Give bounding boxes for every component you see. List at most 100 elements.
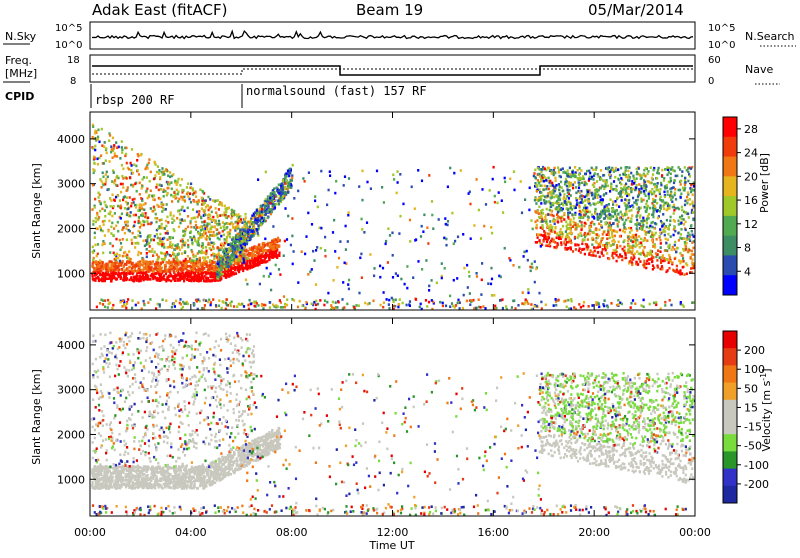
data-cell (628, 210, 630, 213)
data-cell (193, 192, 195, 195)
data-cell (647, 173, 649, 176)
data-cell (654, 246, 656, 249)
data-cell (176, 256, 178, 259)
data-cell (650, 250, 652, 253)
data-cell (628, 202, 630, 205)
data-cell (161, 240, 163, 243)
data-cell (160, 203, 162, 206)
data-cell (637, 211, 639, 214)
data-cell (679, 189, 681, 192)
data-cell (574, 236, 576, 239)
data-cell (651, 177, 653, 180)
data-cell (655, 252, 657, 255)
data-cell (163, 246, 165, 249)
data-cell (158, 225, 160, 228)
data-cell (629, 260, 631, 263)
data-cell (213, 255, 215, 258)
data-cell (628, 227, 630, 230)
data-cell (278, 184, 280, 187)
data-cell (179, 222, 181, 225)
data-cell (681, 254, 683, 257)
data-cell (584, 253, 586, 256)
data-cell (220, 235, 222, 238)
data-cell (235, 255, 237, 258)
data-cell (97, 192, 99, 195)
data-cell (282, 196, 284, 199)
data-cell (602, 199, 604, 202)
data-cell (238, 242, 240, 245)
data-cell (672, 206, 674, 209)
data-cell (92, 246, 94, 249)
data-cell (210, 227, 212, 230)
data-cell (613, 180, 615, 183)
data-cell (200, 216, 202, 219)
data-cell (165, 232, 167, 235)
data-cell (523, 255, 525, 258)
data-cell (659, 239, 661, 242)
data-cell (119, 199, 121, 202)
data-cell (206, 224, 208, 227)
data-cell (596, 188, 598, 191)
data-cell (615, 188, 617, 191)
data-cell (116, 253, 118, 256)
data-cell (178, 198, 180, 201)
data-cell (575, 197, 577, 200)
data-cell (678, 239, 680, 242)
data-cell (205, 250, 207, 253)
data-cell (602, 244, 604, 247)
data-cell (605, 192, 607, 195)
data-cell (112, 194, 114, 197)
data-cell (490, 226, 492, 229)
data-cell (396, 170, 398, 173)
data-cell (94, 279, 96, 282)
data-cell (120, 183, 122, 186)
data-cell (565, 230, 567, 233)
data-cell (274, 241, 276, 244)
data-cell (206, 228, 208, 231)
data-cell (333, 219, 335, 222)
data-cell (636, 239, 638, 242)
data-cell (214, 276, 216, 279)
data-cell (158, 169, 160, 172)
data-cell (94, 232, 96, 235)
data-cell (91, 275, 93, 278)
data-cell (625, 257, 627, 260)
data-cell (203, 211, 205, 214)
data-cell (621, 259, 623, 262)
data-cell (630, 256, 632, 259)
data-cell (133, 270, 135, 273)
data-cell (146, 278, 148, 281)
data-cell (618, 241, 620, 244)
data-cell (128, 257, 130, 260)
data-cell (140, 197, 142, 200)
data-cell (565, 238, 567, 241)
data-cell (666, 174, 668, 177)
data-cell (152, 198, 154, 201)
data-cell (608, 224, 610, 227)
data-cell (609, 177, 611, 180)
data-cell (102, 252, 104, 255)
data-cell (157, 228, 159, 231)
data-cell (143, 221, 145, 224)
data-cell (206, 235, 208, 238)
data-cell (539, 212, 541, 215)
data-cell (651, 226, 653, 229)
data-cell (214, 261, 216, 264)
data-cell (162, 261, 164, 264)
data-cell (608, 213, 610, 216)
data-cell (196, 279, 198, 282)
data-cell (167, 174, 169, 177)
data-cell (691, 230, 693, 233)
data-cell (141, 187, 143, 190)
data-cell (640, 220, 642, 223)
data-cell (457, 236, 459, 239)
data-cell (583, 239, 585, 242)
data-cell (169, 246, 171, 249)
data-cell (361, 218, 363, 221)
data-cell (645, 185, 647, 188)
data-cell (173, 191, 175, 194)
data-cell (673, 212, 675, 215)
data-cell (152, 210, 154, 213)
data-cell (542, 212, 544, 215)
